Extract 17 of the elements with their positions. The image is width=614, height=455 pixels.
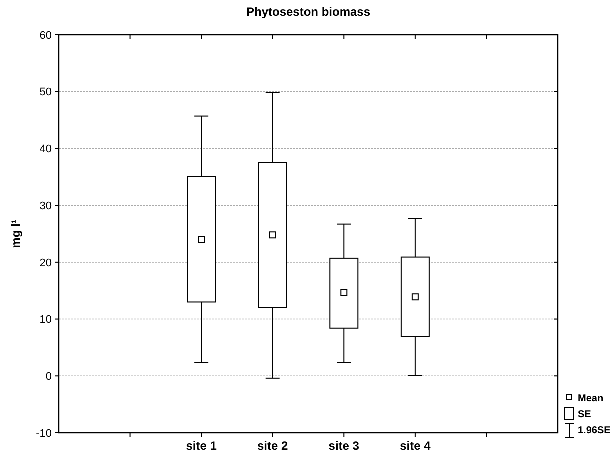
chart-title: Phytoseston biomass xyxy=(246,5,371,19)
x-tick-label: site 2 xyxy=(258,439,289,453)
y-axis-title: mg l¹ xyxy=(9,220,23,248)
y-tick-label: 30 xyxy=(40,200,52,212)
x-tick-label: site 1 xyxy=(186,439,218,453)
text: Mean xyxy=(578,394,604,404)
x-tick-label: site 4 xyxy=(400,439,432,453)
y-tick-label: 50 xyxy=(40,86,52,99)
x-tick-label: site 3 xyxy=(328,439,360,453)
y-tick-label: 20 xyxy=(40,257,52,270)
y-tick-label: -10 xyxy=(36,428,52,440)
y-tick-label: 60 xyxy=(40,30,52,42)
y-tick-label: 10 xyxy=(40,314,52,326)
y-tick-label: 40 xyxy=(40,144,52,156)
y-tick-label: 0 xyxy=(46,370,52,383)
text: 1.96SE xyxy=(578,426,612,436)
text: SE xyxy=(578,410,592,420)
